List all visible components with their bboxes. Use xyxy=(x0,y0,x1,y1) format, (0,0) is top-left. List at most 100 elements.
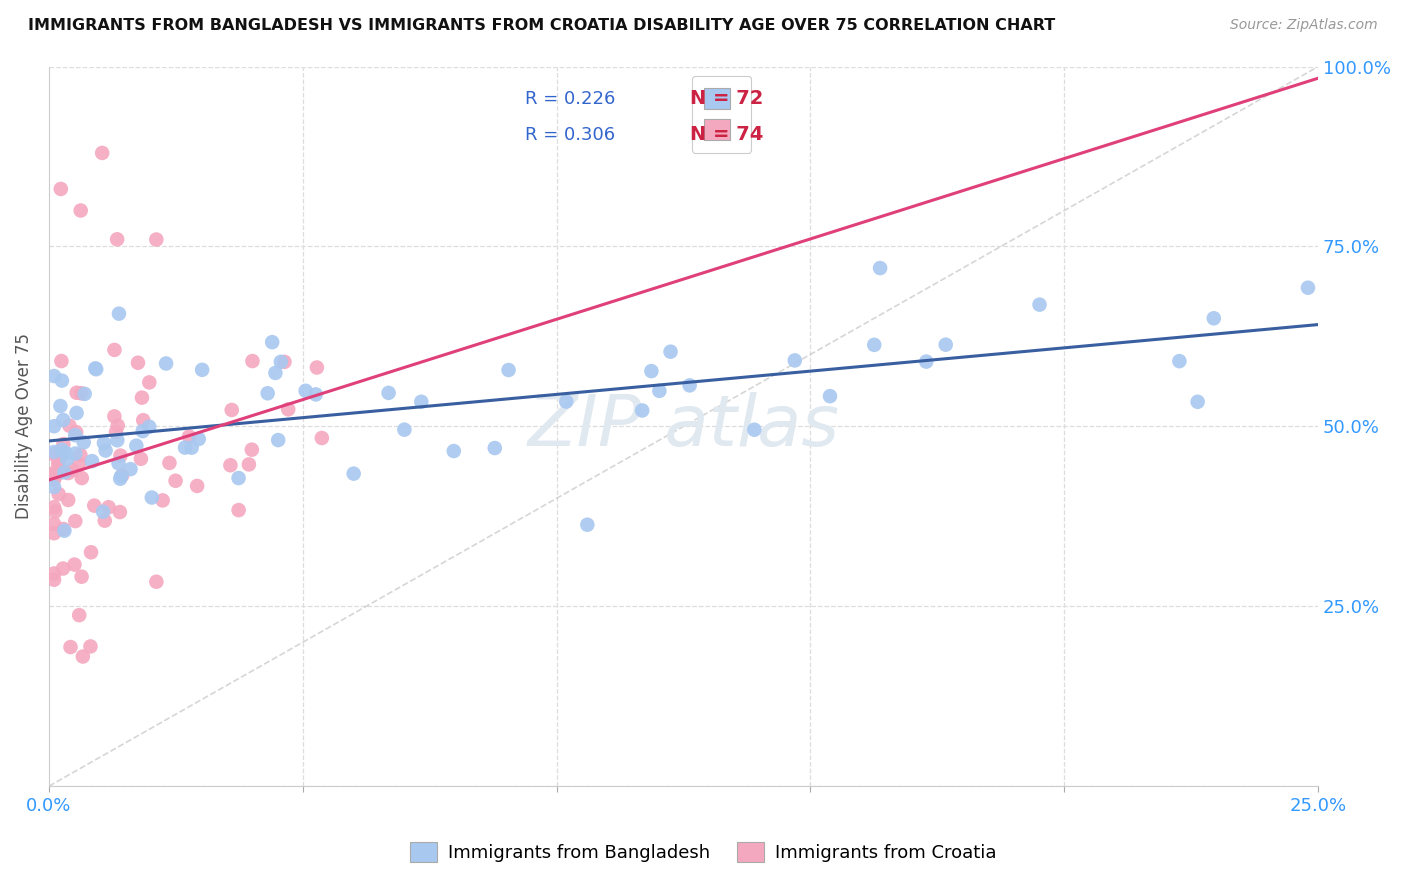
Point xyxy=(863,338,886,352)
Point xyxy=(105,232,128,246)
Point xyxy=(129,451,152,466)
Point xyxy=(152,493,174,508)
Point xyxy=(56,452,79,467)
Point xyxy=(63,558,86,572)
Point xyxy=(555,394,578,409)
Point xyxy=(159,456,181,470)
Point xyxy=(221,403,243,417)
Point xyxy=(305,387,328,401)
Point xyxy=(108,307,131,321)
Text: R = 0.226: R = 0.226 xyxy=(524,90,616,108)
Point xyxy=(58,466,80,480)
Point xyxy=(80,545,103,559)
Point xyxy=(1028,298,1050,312)
Point xyxy=(107,456,129,470)
Point xyxy=(191,363,214,377)
Point xyxy=(44,504,66,518)
Point xyxy=(42,573,65,587)
Point xyxy=(131,391,153,405)
Point xyxy=(58,493,80,508)
Point xyxy=(60,463,83,477)
Point xyxy=(264,366,287,380)
Point xyxy=(270,355,292,369)
Point xyxy=(42,473,65,487)
Point xyxy=(42,566,65,581)
Point xyxy=(228,471,250,485)
Point xyxy=(42,516,65,531)
Point xyxy=(631,403,654,417)
Point xyxy=(105,434,128,448)
Point xyxy=(1168,354,1191,368)
Point xyxy=(256,386,278,401)
Point xyxy=(576,517,599,532)
Point xyxy=(127,356,149,370)
Point xyxy=(69,448,91,462)
Point xyxy=(311,431,333,445)
Point xyxy=(45,468,67,483)
Point xyxy=(58,418,80,433)
Point xyxy=(443,444,465,458)
Point xyxy=(174,441,197,455)
Point xyxy=(65,514,87,528)
Point xyxy=(186,479,208,493)
Point xyxy=(65,446,87,460)
Point xyxy=(55,446,77,460)
Point xyxy=(65,406,87,420)
Point xyxy=(52,522,75,536)
Point xyxy=(42,480,65,494)
Text: N = 72: N = 72 xyxy=(690,89,763,109)
Text: Source: ZipAtlas.com: Source: ZipAtlas.com xyxy=(1230,18,1378,32)
Point xyxy=(73,387,96,401)
Point xyxy=(49,399,72,413)
Point xyxy=(484,441,506,455)
Point xyxy=(228,503,250,517)
Point xyxy=(80,454,103,468)
Point xyxy=(145,574,167,589)
Point xyxy=(277,402,299,417)
Point xyxy=(783,353,806,368)
Point xyxy=(49,449,72,463)
Legend: , : , xyxy=(692,76,751,153)
Point xyxy=(42,466,65,480)
Point xyxy=(1187,394,1209,409)
Text: N = 74: N = 74 xyxy=(690,126,763,145)
Point xyxy=(83,499,105,513)
Point xyxy=(640,364,662,378)
Point xyxy=(869,261,891,276)
Point xyxy=(59,640,82,654)
Point xyxy=(107,418,129,433)
Point xyxy=(1296,281,1319,295)
Point xyxy=(42,500,65,515)
Point xyxy=(377,385,399,400)
Point xyxy=(179,429,201,443)
Point xyxy=(305,360,328,375)
Point xyxy=(111,468,134,483)
Text: IMMIGRANTS FROM BANGLADESH VS IMMIGRANTS FROM CROATIA DISABILITY AGE OVER 75 COR: IMMIGRANTS FROM BANGLADESH VS IMMIGRANTS… xyxy=(28,18,1056,33)
Point xyxy=(63,428,86,442)
Point xyxy=(744,423,766,437)
Point xyxy=(93,436,115,450)
Point xyxy=(187,432,209,446)
Point xyxy=(132,413,155,427)
Point xyxy=(498,363,520,377)
Point xyxy=(84,361,107,376)
Point xyxy=(42,419,65,434)
Point xyxy=(42,526,65,541)
Point xyxy=(42,445,65,459)
Legend: Immigrants from Bangladesh, Immigrants from Croatia: Immigrants from Bangladesh, Immigrants f… xyxy=(402,834,1004,870)
Point xyxy=(48,487,70,501)
Point xyxy=(79,640,101,654)
Point xyxy=(91,505,114,519)
Point xyxy=(935,337,957,351)
Point xyxy=(219,458,242,473)
Point xyxy=(1202,311,1225,326)
Point xyxy=(678,378,700,392)
Point xyxy=(138,376,160,390)
Point xyxy=(125,439,148,453)
Point xyxy=(132,424,155,438)
Point xyxy=(73,435,96,450)
Point xyxy=(97,500,120,515)
Text: R = 0.306: R = 0.306 xyxy=(524,126,614,144)
Point xyxy=(94,514,117,528)
Point xyxy=(105,425,128,439)
